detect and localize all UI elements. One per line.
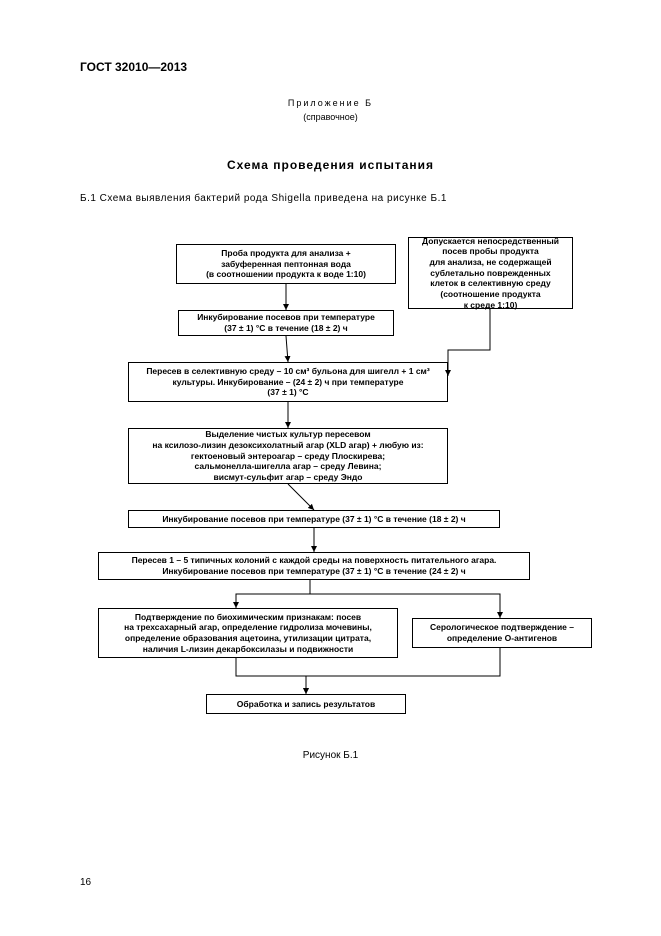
caption-top: Б.1 Схема выявления бактерий рода Shigel…	[80, 193, 447, 204]
appendix-label: Приложение Б	[0, 98, 661, 108]
page: ГОСТ 32010—2013 Приложение Б (справочное…	[0, 0, 661, 936]
flow-edge	[286, 336, 288, 362]
flow-edge	[288, 484, 314, 510]
figure-caption: Рисунок Б.1	[0, 750, 661, 761]
page-title: Схема проведения испытания	[0, 158, 661, 172]
flow-node: Инкубирование посевов при температуре (3…	[128, 510, 500, 528]
flow-node: Обработка и запись результатов	[206, 694, 406, 714]
flow-node: Серологическое подтверждение –определени…	[412, 618, 592, 648]
flow-node: Пересев 1 – 5 типичных колоний с каждой …	[98, 552, 530, 580]
flow-edge	[236, 658, 306, 694]
flow-node: Подтверждение по биохимическим признакам…	[98, 608, 398, 658]
flow-node: Допускается непосредственныйпосев пробы …	[408, 237, 573, 309]
flow-edge	[236, 580, 310, 608]
doc-header: ГОСТ 32010—2013	[80, 60, 187, 74]
flow-node: Выделение чистых культур пересевомна кси…	[128, 428, 448, 484]
flow-node: Пересев в селективную среду – 10 см³ бул…	[128, 362, 448, 402]
flow-edge	[448, 309, 490, 376]
flow-node: Инкубирование посевов при температуре(37…	[178, 310, 394, 336]
page-number: 16	[80, 877, 91, 888]
reference-label: (справочное)	[0, 112, 661, 122]
flow-node: Проба продукта для анализа +забуференная…	[176, 244, 396, 284]
